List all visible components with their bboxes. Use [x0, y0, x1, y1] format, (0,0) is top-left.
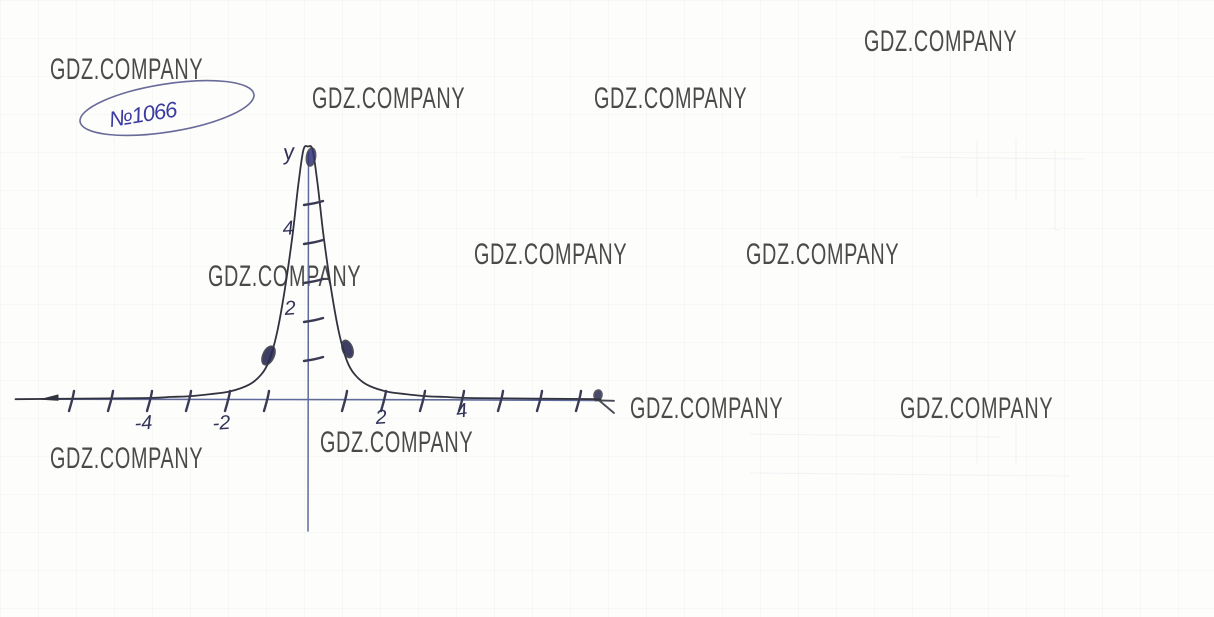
svg-text:y: y	[280, 139, 298, 165]
svg-text:4: 4	[282, 217, 295, 240]
svg-text:№1066: №1066	[107, 96, 180, 132]
svg-text:-2: -2	[212, 412, 231, 435]
svg-text:2: 2	[283, 297, 297, 320]
svg-text:4: 4	[455, 400, 469, 423]
svg-text:2: 2	[374, 406, 388, 429]
svg-text:-4: -4	[134, 412, 153, 435]
